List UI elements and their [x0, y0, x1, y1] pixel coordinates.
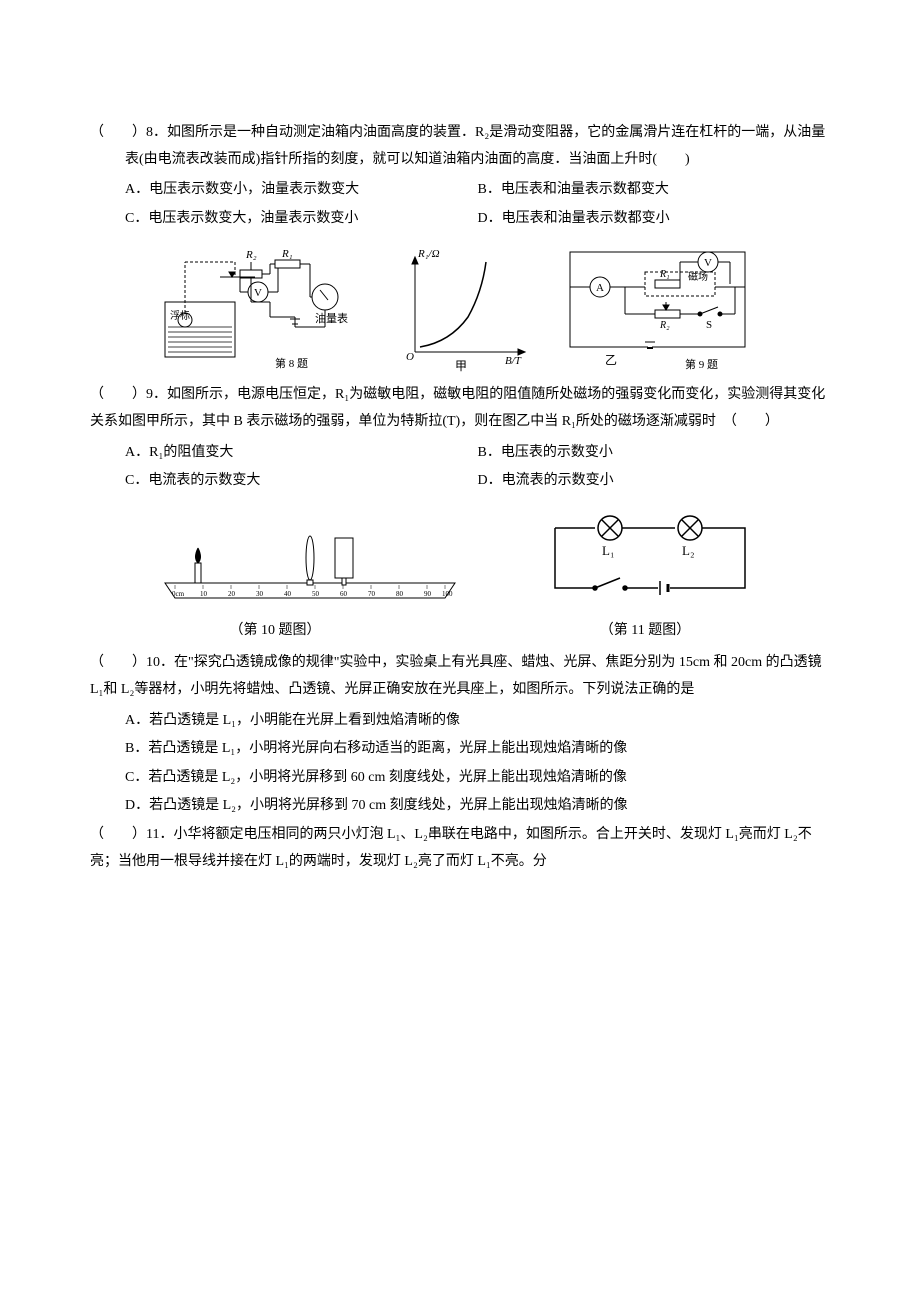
fig8-R2: R₂ — [245, 249, 257, 261]
q9-optB: B．电压表的示数变小 — [478, 440, 831, 467]
fig8-V: V — [254, 287, 262, 299]
q10-optB: B．若凸透镜是 L₁，小明将光屏向右移动适当的距离，光屏上能出现烛焰清晰的像 — [125, 736, 830, 763]
q9-stem: （ ）9．如图所示，电源电压恒定，R₁为磁敏电阻，磁敏电阻的阻值随所处磁场的强弱… — [90, 382, 830, 435]
q10-stem: （ ）10．在"探究凸透镜成像的规律"实验中，实验桌上有光具座、蜡烛、光屏、焦距… — [90, 650, 830, 703]
q9-opts-row1: A．R₁的阻值变大 B．电压表的示数变小 — [90, 440, 830, 467]
q10-caption: （第 10 题图） — [90, 618, 460, 645]
graph-origin: O — [406, 351, 414, 363]
graph-xlabel: B/T — [505, 355, 522, 367]
q11-figure: L₁ L₂ — [540, 513, 760, 608]
q10-optD-row: D．若凸透镜是 L₂，小明将光屏移到 70 cm 刻度线处，光屏上能出现烛焰清晰… — [90, 793, 830, 820]
circ-R1: R₁ — [659, 269, 670, 280]
ruler-tick-2: 20 — [228, 590, 236, 598]
q10-q11-figures: 0cm 10 20 30 40 50 60 70 80 90 100 L₁ L₂ — [90, 513, 830, 608]
q9-optA: A．R₁的阻值变大 — [125, 440, 478, 467]
circ-V: V — [704, 257, 712, 269]
circ-cap2: 第 9 题 — [685, 357, 718, 371]
q9-figure-circuit: V A R₁ 磁场 R₂ S 乙 第 9 题 — [560, 242, 760, 372]
ruler-tick-3: 30 — [256, 590, 264, 598]
q10-prefix: （ ）10． — [90, 655, 174, 670]
q10-q11-captions: （第 10 题图） （第 11 题图） — [90, 618, 830, 645]
q8-optB: B．电压表和油量表示数都变大 — [478, 177, 831, 204]
q10-text: 在"探究凸透镜成像的规律"实验中，实验桌上有光具座、蜡烛、光屏、焦距分别为 15… — [90, 655, 822, 697]
fig8-R1: R₁ — [281, 248, 293, 260]
q8-opts-row1: A．电压表示数变小，油量表示数变大 B．电压表和油量表示数都变大 — [90, 177, 830, 204]
q11-prefix: （ ）11． — [90, 827, 173, 842]
ruler-tick-1: 10 — [200, 590, 208, 598]
q10-optA-row: A．若凸透镜是 L₁，小明能在光屏上看到烛焰清晰的像 — [90, 708, 830, 735]
q8-text: 如图所示是一种自动测定油箱内油面高度的装置．R₂是滑动变阻器，它的金属滑片连在杠… — [125, 125, 825, 167]
circ-R2: R₂ — [659, 320, 670, 331]
q9-figure-graph: R₁/Ω O B/T 甲 — [390, 242, 540, 372]
q11-L2: L₂ — [682, 543, 694, 558]
ruler-tick-4: 40 — [284, 590, 292, 598]
q8-optD: D．电压表和油量表示数都变小 — [478, 206, 831, 233]
ruler-tick-8: 80 — [396, 590, 404, 598]
q11-caption: （第 11 题图） — [460, 618, 830, 645]
q8-prefix: （ ）8． — [90, 125, 167, 140]
ruler-tick-7: 70 — [368, 590, 376, 598]
ruler-tick-10: 100 — [442, 590, 453, 598]
q10-optA: A．若凸透镜是 L₁，小明能在光屏上看到烛焰清晰的像 — [125, 708, 830, 735]
q9-prefix: （ ）9． — [90, 387, 167, 402]
q8-q9-figures: R₂ R₁ V 油量表 浮标 第 8 题 R₁/Ω O B/T 甲 — [90, 242, 830, 372]
fig8-meter: 油量表 — [315, 311, 348, 325]
q10-optC: C．若凸透镜是 L₂，小明将光屏移到 60 cm 刻度线处，光屏上能出现烛焰清晰… — [125, 765, 830, 792]
q8-stem: （ ）8．如图所示是一种自动测定油箱内油面高度的装置．R₂是滑动变阻器，它的金属… — [90, 120, 830, 173]
q9-optD: D．电流表的示数变小 — [478, 468, 831, 495]
q10-optB-row: B．若凸透镜是 L₁，小明将光屏向右移动适当的距离，光屏上能出现烛焰清晰的像 — [90, 736, 830, 763]
fig8-caption: 第 8 题 — [275, 356, 308, 370]
q11-stem: （ ）11．小华将额定电压相同的两只小灯泡 L₁、L₂串联在电路中，如图所示。合… — [90, 822, 830, 875]
ruler-tick-0: 0cm — [172, 590, 185, 598]
q8-optA: A．电压表示数变小，油量表示数变大 — [125, 177, 478, 204]
q11-L1: L₁ — [602, 543, 614, 558]
circ-S: S — [706, 319, 712, 331]
q10-optC-row: C．若凸透镜是 L₂，小明将光屏移到 60 cm 刻度线处，光屏上能出现烛焰清晰… — [90, 765, 830, 792]
circ-mag: 磁场 — [688, 270, 708, 283]
q9-opts-row2: C．电流表的示数变大 D．电流表的示数变小 — [90, 468, 830, 495]
q11-text: 小华将额定电压相同的两只小灯泡 L₁、L₂串联在电路中，如图所示。合上开关时、发… — [90, 827, 812, 869]
graph-caption: 甲 — [455, 359, 467, 372]
circ-cap: 乙 — [605, 353, 617, 367]
ruler-tick-6: 60 — [340, 590, 348, 598]
q9-text: 如图所示，电源电压恒定，R₁为磁敏电阻，磁敏电阻的阻值随所处磁场的强弱变化而变化… — [90, 387, 825, 429]
q8-opts-row2: C．电压表示数变大，油量表示数变小 D．电压表和油量表示数都变小 — [90, 206, 830, 233]
q8-optC: C．电压表示数变大，油量表示数变小 — [125, 206, 478, 233]
ruler-tick-5: 50 — [312, 590, 320, 598]
q10-figure: 0cm 10 20 30 40 50 60 70 80 90 100 — [160, 513, 460, 608]
ruler-tick-9: 90 — [424, 590, 432, 598]
q10-optD: D．若凸透镜是 L₂，小明将光屏移到 70 cm 刻度线处，光屏上能出现烛焰清晰… — [125, 793, 830, 820]
graph-ylabel: R₁/Ω — [417, 248, 440, 260]
q8-figure-left: R₂ R₁ V 油量表 浮标 第 8 题 — [160, 242, 370, 372]
fig8-float: 浮标 — [170, 310, 190, 322]
q9-optC: C．电流表的示数变大 — [125, 468, 478, 495]
circ-A: A — [596, 282, 604, 294]
